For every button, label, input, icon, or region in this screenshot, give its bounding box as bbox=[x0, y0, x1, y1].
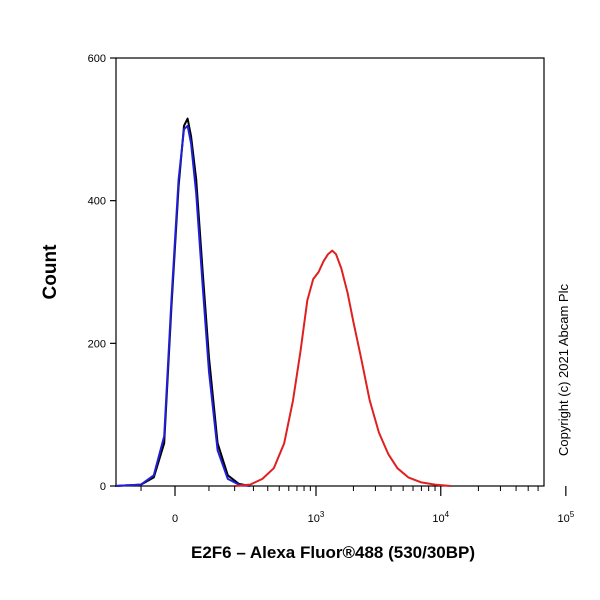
histogram-series-1 bbox=[115, 124, 251, 487]
histogram-series-0 bbox=[115, 117, 251, 487]
axes-layer: 0 200 400 600 0 103 104 105 bbox=[88, 53, 575, 525]
x-tick-exponent-3: 5 bbox=[570, 510, 575, 519]
histogram-series-2 bbox=[234, 249, 451, 487]
x-axis-label: E2F6 – Alexa Fluor®488 (530/30BP) bbox=[191, 543, 475, 562]
series-layer bbox=[115, 117, 451, 487]
y-tick-label-0: 0 bbox=[100, 481, 106, 493]
y-axis-label: Count bbox=[40, 244, 61, 300]
y-tick-label-3: 600 bbox=[88, 53, 106, 65]
x-tick-label-1: 103 bbox=[308, 510, 325, 525]
x-tick-exponent-2: 4 bbox=[445, 510, 450, 519]
y-tick-label-2: 400 bbox=[88, 196, 106, 208]
x-tick-label-2: 104 bbox=[432, 510, 449, 525]
plot-frame bbox=[115, 57, 545, 487]
copyright-notice: Copyright (c) 2021 Abcam Plc bbox=[556, 284, 571, 456]
x-tick-label-3: 105 bbox=[557, 510, 574, 525]
x-tick-label-0: 0 bbox=[172, 513, 178, 525]
x-tick-exponent-1: 3 bbox=[320, 510, 325, 519]
y-tick-label-1: 200 bbox=[88, 338, 106, 350]
